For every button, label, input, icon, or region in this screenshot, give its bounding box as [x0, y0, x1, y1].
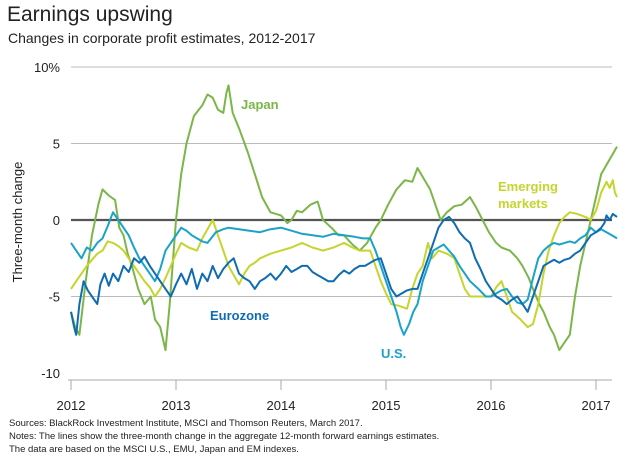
series-line-japan — [70, 84, 618, 352]
y-tick-label: 10% — [34, 60, 60, 75]
series-line-u-s — [70, 211, 618, 336]
series-lines — [70, 84, 618, 352]
y-tick-label: 5 — [53, 137, 60, 152]
series-line-emerging-markets — [70, 179, 618, 329]
series-label: Emerging — [498, 179, 558, 194]
series-label: markets — [498, 196, 548, 211]
y-tick-label: -10 — [41, 366, 60, 381]
x-axis: 2012 2013 2014 2015 2016 2017 — [57, 379, 612, 413]
series-label: Japan — [241, 97, 279, 112]
y-tick-label: -5 — [48, 290, 60, 305]
chart-notes: Sources: BlackRock Investment Institute,… — [9, 417, 439, 456]
series-label: U.S. — [381, 346, 406, 361]
chart-subtitle: Changes in corporate profit estimates, 2… — [8, 30, 316, 46]
x-tick-label: 2017 — [582, 398, 611, 413]
sources-text: Sources: BlackRock Investment Institute,… — [9, 418, 363, 429]
notes-text-line2: The data are based on the MSCI U.S., EMU… — [9, 444, 299, 455]
series-line-eurozone — [70, 212, 618, 336]
x-tick-label: 2013 — [162, 398, 191, 413]
chart-title: Earnings upswing — [7, 3, 173, 26]
series-label: Eurozone — [210, 308, 269, 323]
x-tick-label: 2014 — [267, 398, 296, 413]
y-tick-labels: 10% 5 0 -5 -10 — [34, 60, 60, 381]
y-tick-label: 0 — [53, 213, 60, 228]
x-tick-label: 2016 — [477, 398, 506, 413]
notes-text-line1: Notes: The lines show the three-month ch… — [9, 431, 440, 442]
series-labels: Japan Emerging markets Eurozone U.S. — [210, 97, 558, 361]
x-tick-label: 2015 — [372, 398, 401, 413]
x-tick-label: 2012 — [57, 398, 86, 413]
y-axis-label: Three-month change — [10, 162, 25, 283]
grid-lines — [71, 66, 612, 297]
